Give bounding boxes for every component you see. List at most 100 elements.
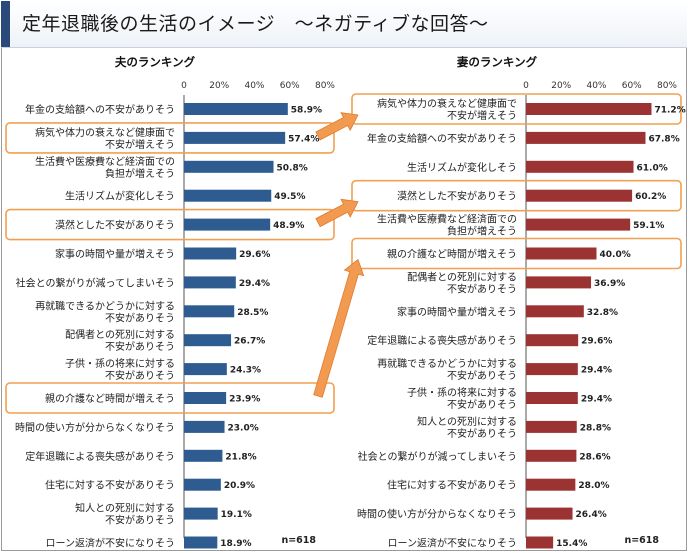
husband-bar-value: 20.9% <box>224 481 255 491</box>
wife-sample-size: n=618 <box>624 535 659 546</box>
husband-bar <box>184 247 237 260</box>
wife-bar-value: 15.4% <box>556 539 587 549</box>
husband-bar <box>184 103 288 115</box>
husband-bar-value: 29.4% <box>239 279 270 289</box>
wife-category-label: 親の介護など時間が増えそう <box>387 248 517 261</box>
husband-category-label: 年金の支給額への不安がありそう <box>25 103 175 116</box>
husband-bar <box>184 334 232 347</box>
husband-category-label: 不安がありそう <box>105 514 175 527</box>
wife-bar <box>526 218 631 231</box>
wife-chart-title: 妻のランキング <box>457 55 538 69</box>
wife-bar <box>526 392 578 404</box>
wife-tick-label: 20% <box>551 81 571 91</box>
husband-bar-value: 23.9% <box>229 395 260 405</box>
husband-bar-value: 26.7% <box>234 337 265 347</box>
title-accent <box>1 1 10 47</box>
husband-bar-value: 48.9% <box>273 221 304 231</box>
husband-category-label: 親の介護など時間が増えそう <box>45 392 175 405</box>
wife-bar <box>526 449 577 462</box>
wife-bar-value: 28.6% <box>579 452 610 462</box>
wife-bar-value: 36.9% <box>594 279 625 289</box>
wife-bar <box>526 478 576 491</box>
wife-category-label: 漠然とした不安がありそう <box>397 190 517 203</box>
wife-bar-value: 67.8% <box>648 134 679 144</box>
wife-bar <box>526 160 634 173</box>
wife-bar-value: 71.2% <box>654 106 685 116</box>
wife-bar <box>526 420 577 433</box>
husband-bar <box>184 478 221 491</box>
husband-highlight-box <box>5 122 335 154</box>
husband-tick-label: 40% <box>244 81 264 91</box>
transition-arrow <box>315 198 359 228</box>
wife-category-label: 住宅に対する不安がありそう <box>387 479 517 492</box>
wife-bar-value: 29.4% <box>581 395 612 405</box>
wife-category-label: 時間の使い方が分からなくなりそう <box>357 508 517 521</box>
husband-bar <box>184 131 286 144</box>
wife-category-label: 子供・孫の将来に対する <box>407 386 517 399</box>
husband-highlight-box <box>5 208 335 241</box>
wife-category-label: 定年退職による喪失感がありそう <box>367 334 517 347</box>
husband-chart-title: 夫のランキング <box>115 55 196 69</box>
wife-category-label: 知人との死別に対する <box>417 415 517 428</box>
wife-bar-value: 60.2% <box>635 192 666 202</box>
wife-bar-value: 32.8% <box>587 308 618 318</box>
husband-bar-value: 19.1% <box>221 510 252 520</box>
husband-bar-value: 28.5% <box>237 308 268 318</box>
wife-category-label: 再就職できるかどうかに対する <box>377 357 517 370</box>
wife-category-label: 不安がありそう <box>447 398 517 411</box>
husband-bar-value: 49.5% <box>274 192 305 202</box>
wife-category-label: 負担が増えそう <box>447 225 517 238</box>
transition-arrow <box>313 258 365 398</box>
husband-category-label: 生活リズムが変化しそう <box>65 190 175 203</box>
husband-category-label: 不安がありそう <box>105 340 175 353</box>
wife-category-label: 年金の支給額への不安がありそう <box>367 132 517 145</box>
husband-bar <box>184 363 227 376</box>
wife-tick-label: 0 <box>523 81 529 91</box>
husband-sample-size: n=618 <box>281 535 316 546</box>
husband-category-label: 家事の時間や量が増えそう <box>55 248 175 261</box>
husband-bar <box>184 276 236 289</box>
wife-category-label: 病気や体力の衰えなど健康面で <box>377 97 517 110</box>
wife-tick-label: 60% <box>622 81 642 91</box>
husband-category-label: 不安がありそう <box>105 369 175 382</box>
wife-category-label: 生活費や医療費など経済面での <box>377 213 517 226</box>
wife-tick-label: 40% <box>586 81 606 91</box>
husband-category-label: 不安がありそう <box>105 311 175 324</box>
wife-category-label: 不安がありそう <box>447 282 517 295</box>
husband-category-label: 病気や体力の衰えなど健康面で <box>35 126 175 139</box>
wife-bar-value: 61.0% <box>637 163 668 173</box>
wife-bar <box>526 131 646 144</box>
husband-tick-label: 60% <box>280 81 300 91</box>
husband-bar-value: 24.3% <box>230 366 261 376</box>
page-title: 定年退職後の生活のイメージ ～ネガティブな回答～ <box>22 13 489 35</box>
wife-bar <box>526 363 578 376</box>
wife-category-label: 生活リズムが変化しそう <box>407 161 517 174</box>
wife-bar <box>526 536 554 549</box>
husband-category-label: 住宅に対する不安がありそう <box>45 479 175 492</box>
wife-category-label: ローン返済が不安になりそう <box>388 537 518 550</box>
transition-arrow <box>315 112 359 141</box>
husband-category-label: 再就職できるかどうかに対する <box>35 299 175 312</box>
wife-category-label: 家事の時間や量が増えそう <box>397 305 517 318</box>
wife-bar <box>526 189 633 202</box>
husband-bar <box>184 392 227 404</box>
husband-bar <box>184 507 218 520</box>
husband-category-label: 社会との繋がりが減ってしまいそう <box>16 276 175 289</box>
wife-bar-value: 28.0% <box>578 481 609 491</box>
wife-category-label: 不安が増えそう <box>447 109 517 122</box>
husband-bar <box>184 218 271 231</box>
husband-bar <box>184 160 274 173</box>
husband-bar-value: 23.0% <box>228 423 259 433</box>
wife-highlight-box <box>351 179 682 212</box>
husband-bar-value: 58.9% <box>291 106 322 116</box>
husband-bar-value: 29.6% <box>239 250 270 260</box>
wife-category-label: 不安がありそう <box>447 369 517 382</box>
wife-bar-value: 29.6% <box>581 337 612 347</box>
wife-tick-label: 80% <box>657 81 677 91</box>
husband-bar <box>184 420 225 433</box>
husband-bar-value: 50.8% <box>277 163 308 173</box>
wife-bar-value: 28.8% <box>580 423 611 433</box>
wife-category-label: 不安がありそう <box>447 427 517 440</box>
husband-tick-label: 0 <box>181 81 187 91</box>
